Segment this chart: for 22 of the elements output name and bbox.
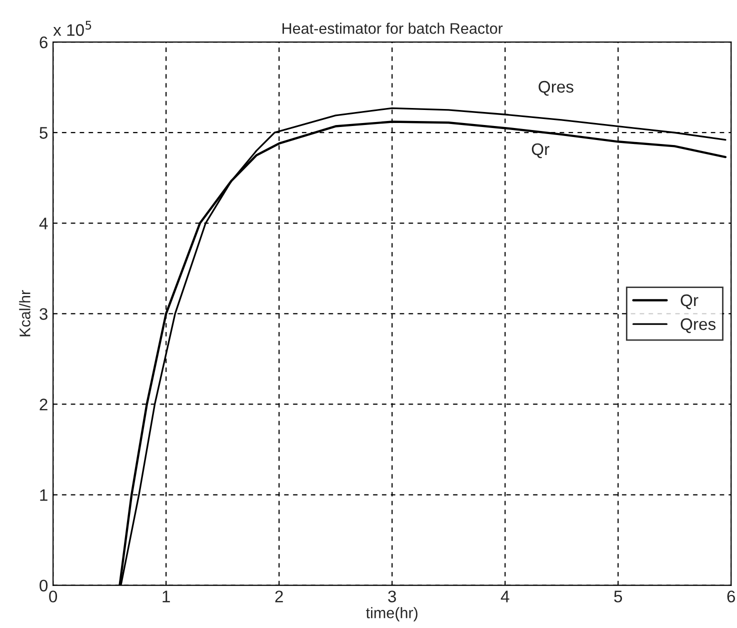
text: x 10$^{5}$	[53, 20, 92, 36]
y-tick-label: 5	[40, 127, 48, 139]
x-tick-label: 2	[275, 590, 283, 602]
y-tick-label: 1	[40, 489, 48, 501]
y-tick-label: 6	[40, 36, 48, 48]
chart-title: Heat-estimator for batch Reactor	[282, 22, 503, 34]
y-tick-label: 4	[39, 218, 48, 230]
legend-label: Qres	[680, 318, 716, 334]
y-axis-title: Kcal/hr	[19, 290, 30, 336]
x-tick-label: 5	[614, 590, 622, 602]
x-tick-label: 3	[388, 590, 396, 602]
y-tick-label: 2	[40, 398, 48, 410]
y-tick-label: 3	[40, 308, 48, 320]
x-tick-label: 1	[162, 590, 170, 602]
x-axis-title: time(hr)	[366, 607, 418, 622]
x-tick-label: 0	[49, 590, 58, 602]
y-tick-label: 0	[40, 580, 48, 592]
legend-label: Qr	[680, 294, 698, 310]
annotation: Qres	[538, 80, 574, 96]
x-tick-label: 6	[727, 590, 736, 602]
annotation: Qr	[532, 143, 550, 158]
x-tick-label: 4	[500, 590, 510, 602]
